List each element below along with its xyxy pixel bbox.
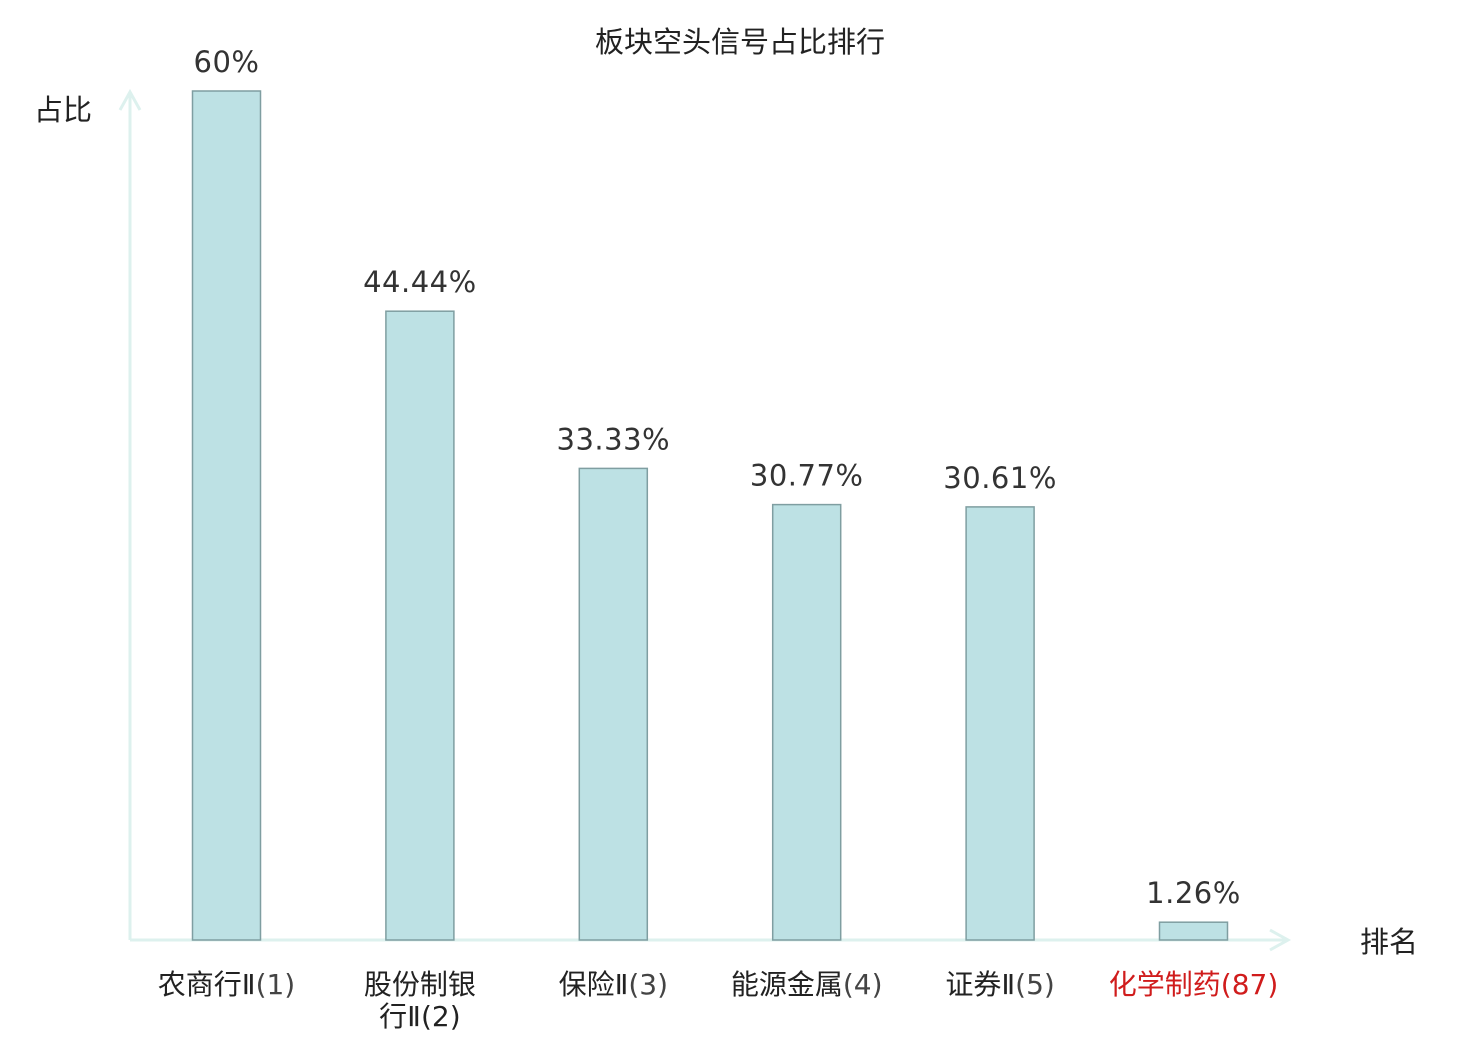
- category-label-4: 能源金属(4): [731, 968, 883, 1001]
- y-axis-arrow-icon: [118, 88, 142, 111]
- x-axis: [130, 928, 1292, 952]
- category-label-2: 股份制银: [364, 968, 476, 1001]
- value-label-3: 33.33%: [557, 422, 671, 456]
- x-axis-label: 排名: [1360, 925, 1418, 959]
- value-label-5: 30.61%: [943, 461, 1057, 495]
- category-label-6: 化学制药(87): [1109, 968, 1279, 1001]
- value-label-1: 60%: [194, 45, 260, 79]
- bars-group: [191, 90, 1229, 941]
- category-label-5: 证券Ⅱ(5): [945, 968, 1054, 1001]
- category-label-1: 农商行Ⅱ(1): [158, 968, 295, 1001]
- category-label-2-line2: 行Ⅱ(2): [379, 1000, 460, 1033]
- value-labels-group: 60% 44.44% 33.33% 30.77% 30.61% 1.26%: [194, 45, 1241, 910]
- category-label-3: 保险Ⅱ(3): [559, 968, 668, 1001]
- bar-3: [578, 467, 649, 941]
- value-label-2: 44.44%: [363, 265, 477, 299]
- value-label-4: 30.77%: [750, 459, 864, 493]
- x-axis-arrow-icon: [1269, 928, 1292, 952]
- bar-6: [1158, 921, 1229, 941]
- bar-4: [771, 503, 842, 941]
- value-label-6: 1.26%: [1146, 876, 1241, 910]
- y-axis: [118, 88, 142, 940]
- y-axis-label: 占比: [34, 93, 92, 127]
- bar-2: [385, 310, 455, 941]
- chart-title: 板块空头信号占比排行: [595, 25, 885, 59]
- bar-1: [191, 90, 262, 941]
- bar-5: [965, 506, 1035, 941]
